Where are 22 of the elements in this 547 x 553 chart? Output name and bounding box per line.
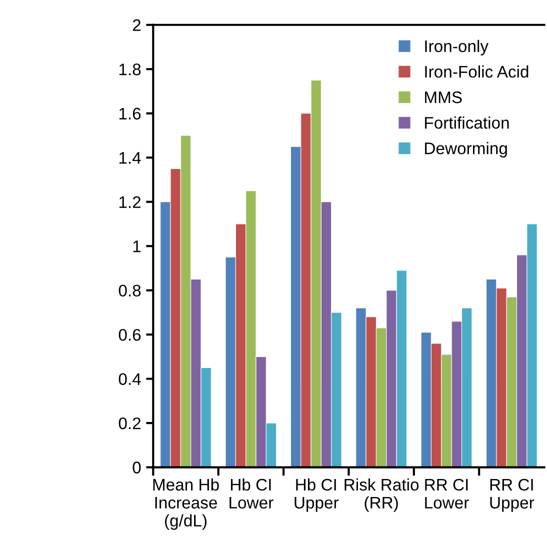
y-tick-label: 1.8: [119, 64, 141, 76]
legend-label: MMS: [425, 91, 462, 104]
y-tick-label: 0.6: [118, 328, 141, 341]
x-tick-label: RR CI Lower: [425, 478, 469, 509]
x-tick-label: Mean Hb Increase (g/dL): [153, 478, 219, 530]
y-tick-label: 1.4: [119, 152, 141, 164]
y-tick-label: 0.2: [118, 417, 141, 430]
x-tick-label: Hb CI Upper: [294, 478, 339, 512]
x-tick-label: Hb CI Lower: [230, 478, 274, 509]
y-tick-label: 1.6: [119, 108, 141, 120]
y-tick-label: 0: [132, 462, 141, 474]
x-tick-label: RR CI Upper: [490, 478, 534, 512]
y-tick-label: 1: [133, 240, 141, 252]
legend-label: Deworming: [425, 142, 507, 158]
legend-label: Iron-Folic Acid: [425, 65, 528, 78]
y-tick-label: 0.4: [118, 373, 141, 386]
legend-label: Fortification: [425, 116, 509, 129]
x-tick-label: Risk Ratio (RR): [344, 478, 419, 512]
y-tick-label: 1.2: [119, 196, 141, 208]
y-tick-label: 0.8: [118, 284, 141, 297]
legend-label: Iron-only: [425, 40, 488, 56]
y-tick-label: 2: [132, 19, 141, 31]
